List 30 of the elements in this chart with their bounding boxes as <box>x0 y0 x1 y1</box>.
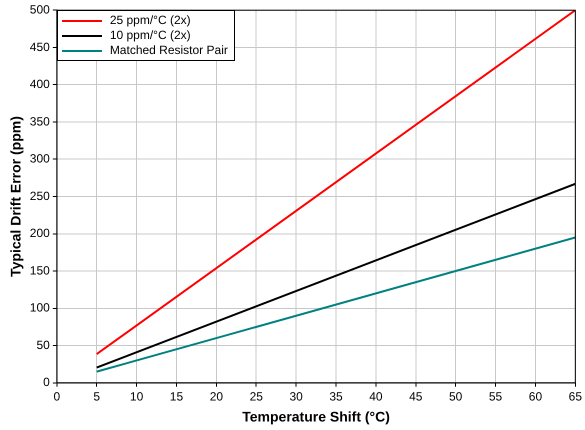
x-tick-label: 10 <box>130 389 144 404</box>
y-tick-label: 350 <box>30 114 50 128</box>
x-tick-label: 45 <box>409 389 423 404</box>
x-tick-label: 35 <box>329 389 344 404</box>
y-tick-label: 500 <box>30 2 50 17</box>
y-tick-label: 450 <box>30 40 50 54</box>
y-tick-label: 200 <box>30 226 50 240</box>
y-tick-label: 300 <box>30 152 50 166</box>
y-tick-label: 150 <box>30 263 50 278</box>
x-tick-label: 40 <box>369 389 383 404</box>
x-tick-label: 0 <box>53 389 60 404</box>
y-tick-label: 100 <box>30 300 50 315</box>
x-axis-title: Temperature Shift (°C) <box>242 408 390 424</box>
y-tick-label: 250 <box>30 188 50 203</box>
legend-label: Matched Resistor Pair <box>110 43 228 58</box>
x-tick-label: 30 <box>289 389 304 404</box>
x-tick-label: 15 <box>170 389 184 404</box>
legend-label: 10 ppm/°C (2x) <box>110 28 191 44</box>
y-tick-label: 400 <box>30 77 50 92</box>
legend-label: 25 ppm/°C (2x) <box>110 13 191 28</box>
x-tick-label: 65 <box>568 389 582 404</box>
x-tick-label: 55 <box>488 389 503 404</box>
y-tick-label: 50 <box>36 338 50 352</box>
x-tick-label: 50 <box>448 389 463 404</box>
x-tick-label: 25 <box>250 389 264 404</box>
x-tick-label: 5 <box>93 389 100 404</box>
x-tick-label: 20 <box>210 389 224 404</box>
y-tick-label: 0 <box>43 375 50 390</box>
y-axis-title: Typical Drift Error (ppm) <box>7 116 24 277</box>
x-tick-label: 60 <box>528 389 542 404</box>
